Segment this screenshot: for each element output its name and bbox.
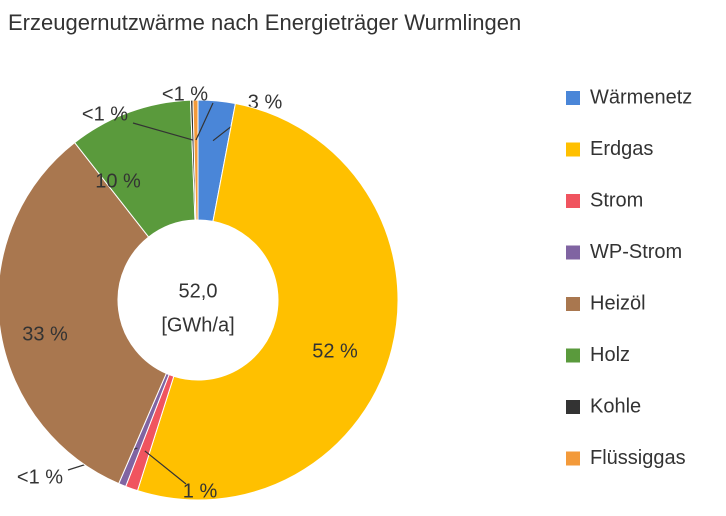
- legend-swatch: [566, 400, 580, 414]
- donut-segment: [0, 141, 167, 485]
- donut-segment: [192, 99, 199, 221]
- data-label: <1 %: [17, 466, 63, 488]
- legend-swatch: [566, 297, 580, 311]
- legend-label: Kohle: [590, 395, 641, 417]
- legend-label: Strom: [590, 189, 643, 211]
- center-value: 52,0: [179, 280, 218, 302]
- legend-swatch: [566, 194, 580, 208]
- data-label: <1 %: [162, 83, 208, 105]
- donut-segment: [136, 102, 399, 501]
- leader-line: [144, 450, 187, 485]
- legend-label: Wärmenetz: [590, 86, 692, 108]
- legend-swatch: [566, 348, 580, 363]
- center-unit: [GWh/a]: [161, 314, 234, 336]
- legend-label: Flüssiggas: [590, 447, 686, 469]
- legend-label: Holz: [590, 344, 630, 366]
- data-label: 3 %: [248, 91, 283, 113]
- data-label: <1 %: [82, 103, 128, 125]
- legend-swatch: [566, 91, 580, 105]
- legend-label: Heizöl: [590, 292, 646, 314]
- data-label: 10 %: [95, 170, 141, 192]
- data-label: 52 %: [312, 340, 358, 362]
- leader-line: [132, 122, 194, 141]
- legend-swatch: [566, 245, 580, 260]
- data-label: 1 %: [183, 480, 218, 502]
- leader-line: [195, 102, 214, 141]
- data-label: 33 %: [22, 323, 68, 345]
- legend-swatch: [566, 451, 580, 466]
- chart-title: Erzeugernutzwärme nach Energieträger Wur…: [8, 10, 521, 35]
- legend-swatch: [566, 142, 580, 157]
- legend-label: WP-Strom: [590, 241, 682, 263]
- legend-label: Erdgas: [590, 138, 653, 160]
